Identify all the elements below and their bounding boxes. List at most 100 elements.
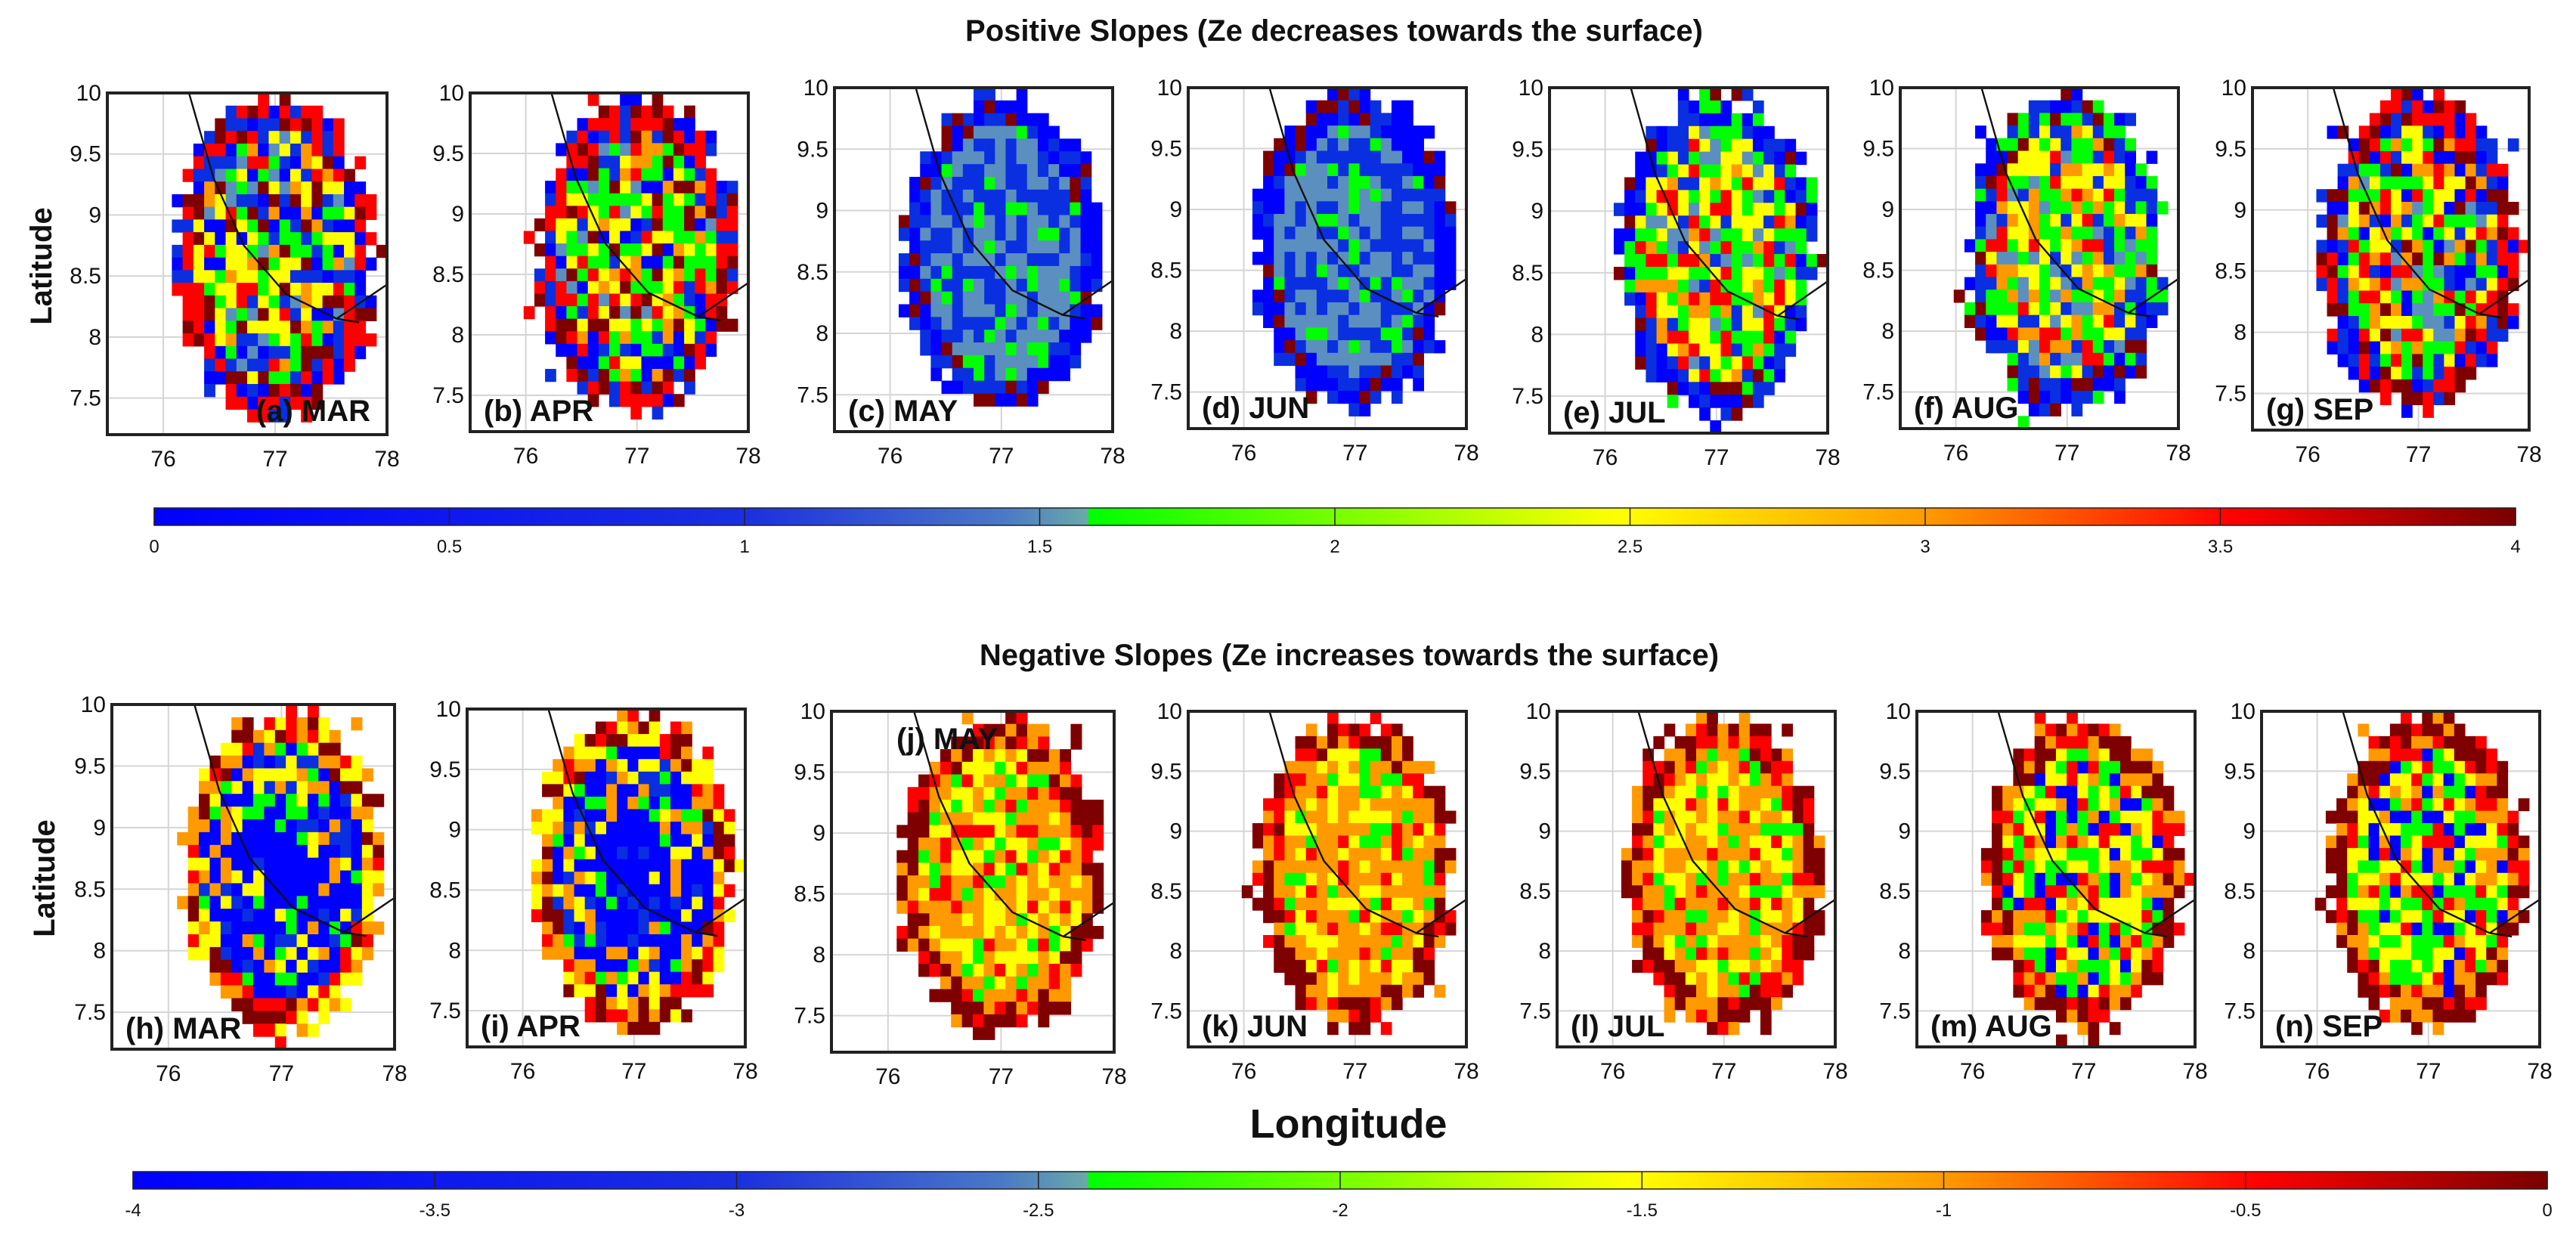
heatmap-cell xyxy=(1964,277,1976,290)
heatmap-cell xyxy=(1338,125,1349,139)
heatmap-cell xyxy=(1263,847,1274,861)
heatmap-cell xyxy=(620,155,631,169)
heatmap-cell xyxy=(2082,365,2094,379)
heatmap-cell xyxy=(286,807,298,820)
heatmap-cell xyxy=(995,380,1007,395)
heatmap-cell xyxy=(1763,266,1775,280)
heatmap-cell xyxy=(595,959,607,973)
heatmap-cell xyxy=(662,381,674,395)
heatmap-cell xyxy=(1707,810,1718,824)
heatmap-cell xyxy=(1760,785,1772,799)
heatmap-cell xyxy=(1434,885,1446,899)
heatmap-cell xyxy=(318,946,330,961)
heatmap-cell xyxy=(1005,900,1017,914)
heatmap-cell xyxy=(670,721,682,735)
heatmap-cell xyxy=(329,972,341,986)
heatmap-cell xyxy=(2369,240,2381,253)
heatmap-cell xyxy=(1081,850,1093,864)
heatmap-cell xyxy=(617,721,628,735)
heatmap-cell xyxy=(1720,228,1732,242)
heatmap-cells xyxy=(1980,711,2196,1048)
heatmap-cell xyxy=(2071,239,2083,252)
heatmap-cell xyxy=(1632,785,1643,799)
panel: 76 77 787.588.599.510(g) SEP xyxy=(2215,76,2541,467)
heatmap-cell xyxy=(1434,810,1446,824)
heatmap-cell xyxy=(2348,176,2360,190)
heatmap-cell xyxy=(1752,279,1764,293)
heatmap-cell xyxy=(209,896,221,909)
heatmap-cell xyxy=(329,768,341,782)
heatmap-cell xyxy=(1699,305,1711,319)
heatmap-cell xyxy=(2475,265,2488,279)
heatmap-cell xyxy=(1689,317,1700,332)
heatmap-cell xyxy=(333,118,345,132)
y-tick-label: 10 xyxy=(1519,76,1543,101)
heatmap-cell xyxy=(1731,407,1743,421)
heatmap-cell xyxy=(1026,900,1039,914)
heatmap-cell xyxy=(641,343,653,358)
heatmap-cell xyxy=(236,283,248,296)
heatmap-cell xyxy=(1016,88,1028,101)
heatmap-cell xyxy=(2060,327,2073,341)
heatmap-cell xyxy=(962,125,974,140)
heatmap-cell xyxy=(1016,711,1028,725)
heatmap-cell xyxy=(930,304,943,317)
heatmap-cell xyxy=(1402,760,1413,774)
heatmap-cell xyxy=(545,331,556,345)
heatmap-cell xyxy=(1710,177,1722,191)
heatmap-cell xyxy=(1026,278,1039,293)
heatmap-cell xyxy=(983,887,995,902)
heatmap-cell xyxy=(1738,997,1751,1011)
heatmap-cell xyxy=(1080,151,1092,165)
heatmap-cell xyxy=(253,768,265,782)
heatmap-cell xyxy=(1359,378,1371,392)
heatmap-cell xyxy=(2433,100,2444,114)
heatmap-cell xyxy=(2067,810,2078,824)
heatmap-cell xyxy=(1752,113,1764,127)
heatmap-cell xyxy=(595,946,607,960)
heatmap-cell xyxy=(1359,403,1371,416)
panel-frame xyxy=(2251,86,2531,432)
heatmap-cell xyxy=(584,996,596,1010)
heatmap-cell xyxy=(930,176,943,190)
heatmap-cell xyxy=(1782,984,1793,998)
heatmap-cell xyxy=(1295,175,1307,190)
heatmap-cell xyxy=(2379,341,2392,355)
heatmap-cell xyxy=(1434,835,1446,849)
heatmap-cell xyxy=(705,231,717,244)
heatmap-cell xyxy=(1434,922,1446,936)
heatmap-cell xyxy=(1081,875,1093,889)
heatmap-cell xyxy=(713,822,725,835)
heatmap-cell xyxy=(587,143,599,156)
heatmap-cell xyxy=(2412,367,2423,380)
heatmap-cell xyxy=(1016,253,1028,267)
heatmap-cell xyxy=(2045,910,2057,924)
heatmap-cell xyxy=(1760,885,1772,899)
heatmap-cell xyxy=(2050,175,2061,190)
heatmap-cell xyxy=(2103,113,2115,126)
heatmap-cell xyxy=(692,984,703,998)
heatmap-cell xyxy=(1685,910,1697,924)
heatmap-cell xyxy=(1752,125,1764,140)
heatmap-cell xyxy=(929,913,941,927)
panel-label: (b) APR xyxy=(484,395,593,428)
heatmap-cell xyxy=(1295,760,1307,774)
heatmap-cell xyxy=(2034,897,2046,911)
heatmap-cell xyxy=(617,959,628,973)
heatmap-cell xyxy=(1423,959,1435,973)
heatmap-cell xyxy=(1327,327,1339,341)
heatmap-cell xyxy=(2379,277,2392,292)
heatmap-cell xyxy=(2114,113,2126,126)
heatmap-cell xyxy=(1059,355,1070,369)
heatmap-cell xyxy=(2007,352,2019,367)
x-tick-label: 76 xyxy=(513,444,538,469)
heatmap-cell xyxy=(1413,810,1424,824)
heatmap-cell xyxy=(247,308,259,321)
heatmap-cell xyxy=(566,181,578,194)
heatmap-cell xyxy=(253,794,265,807)
heatmap-cell xyxy=(220,972,232,986)
heatmap-cell xyxy=(264,998,276,1011)
heatmap-cell xyxy=(2103,214,2115,228)
heatmap-cell xyxy=(225,396,237,410)
heatmap-cell xyxy=(1359,226,1371,240)
